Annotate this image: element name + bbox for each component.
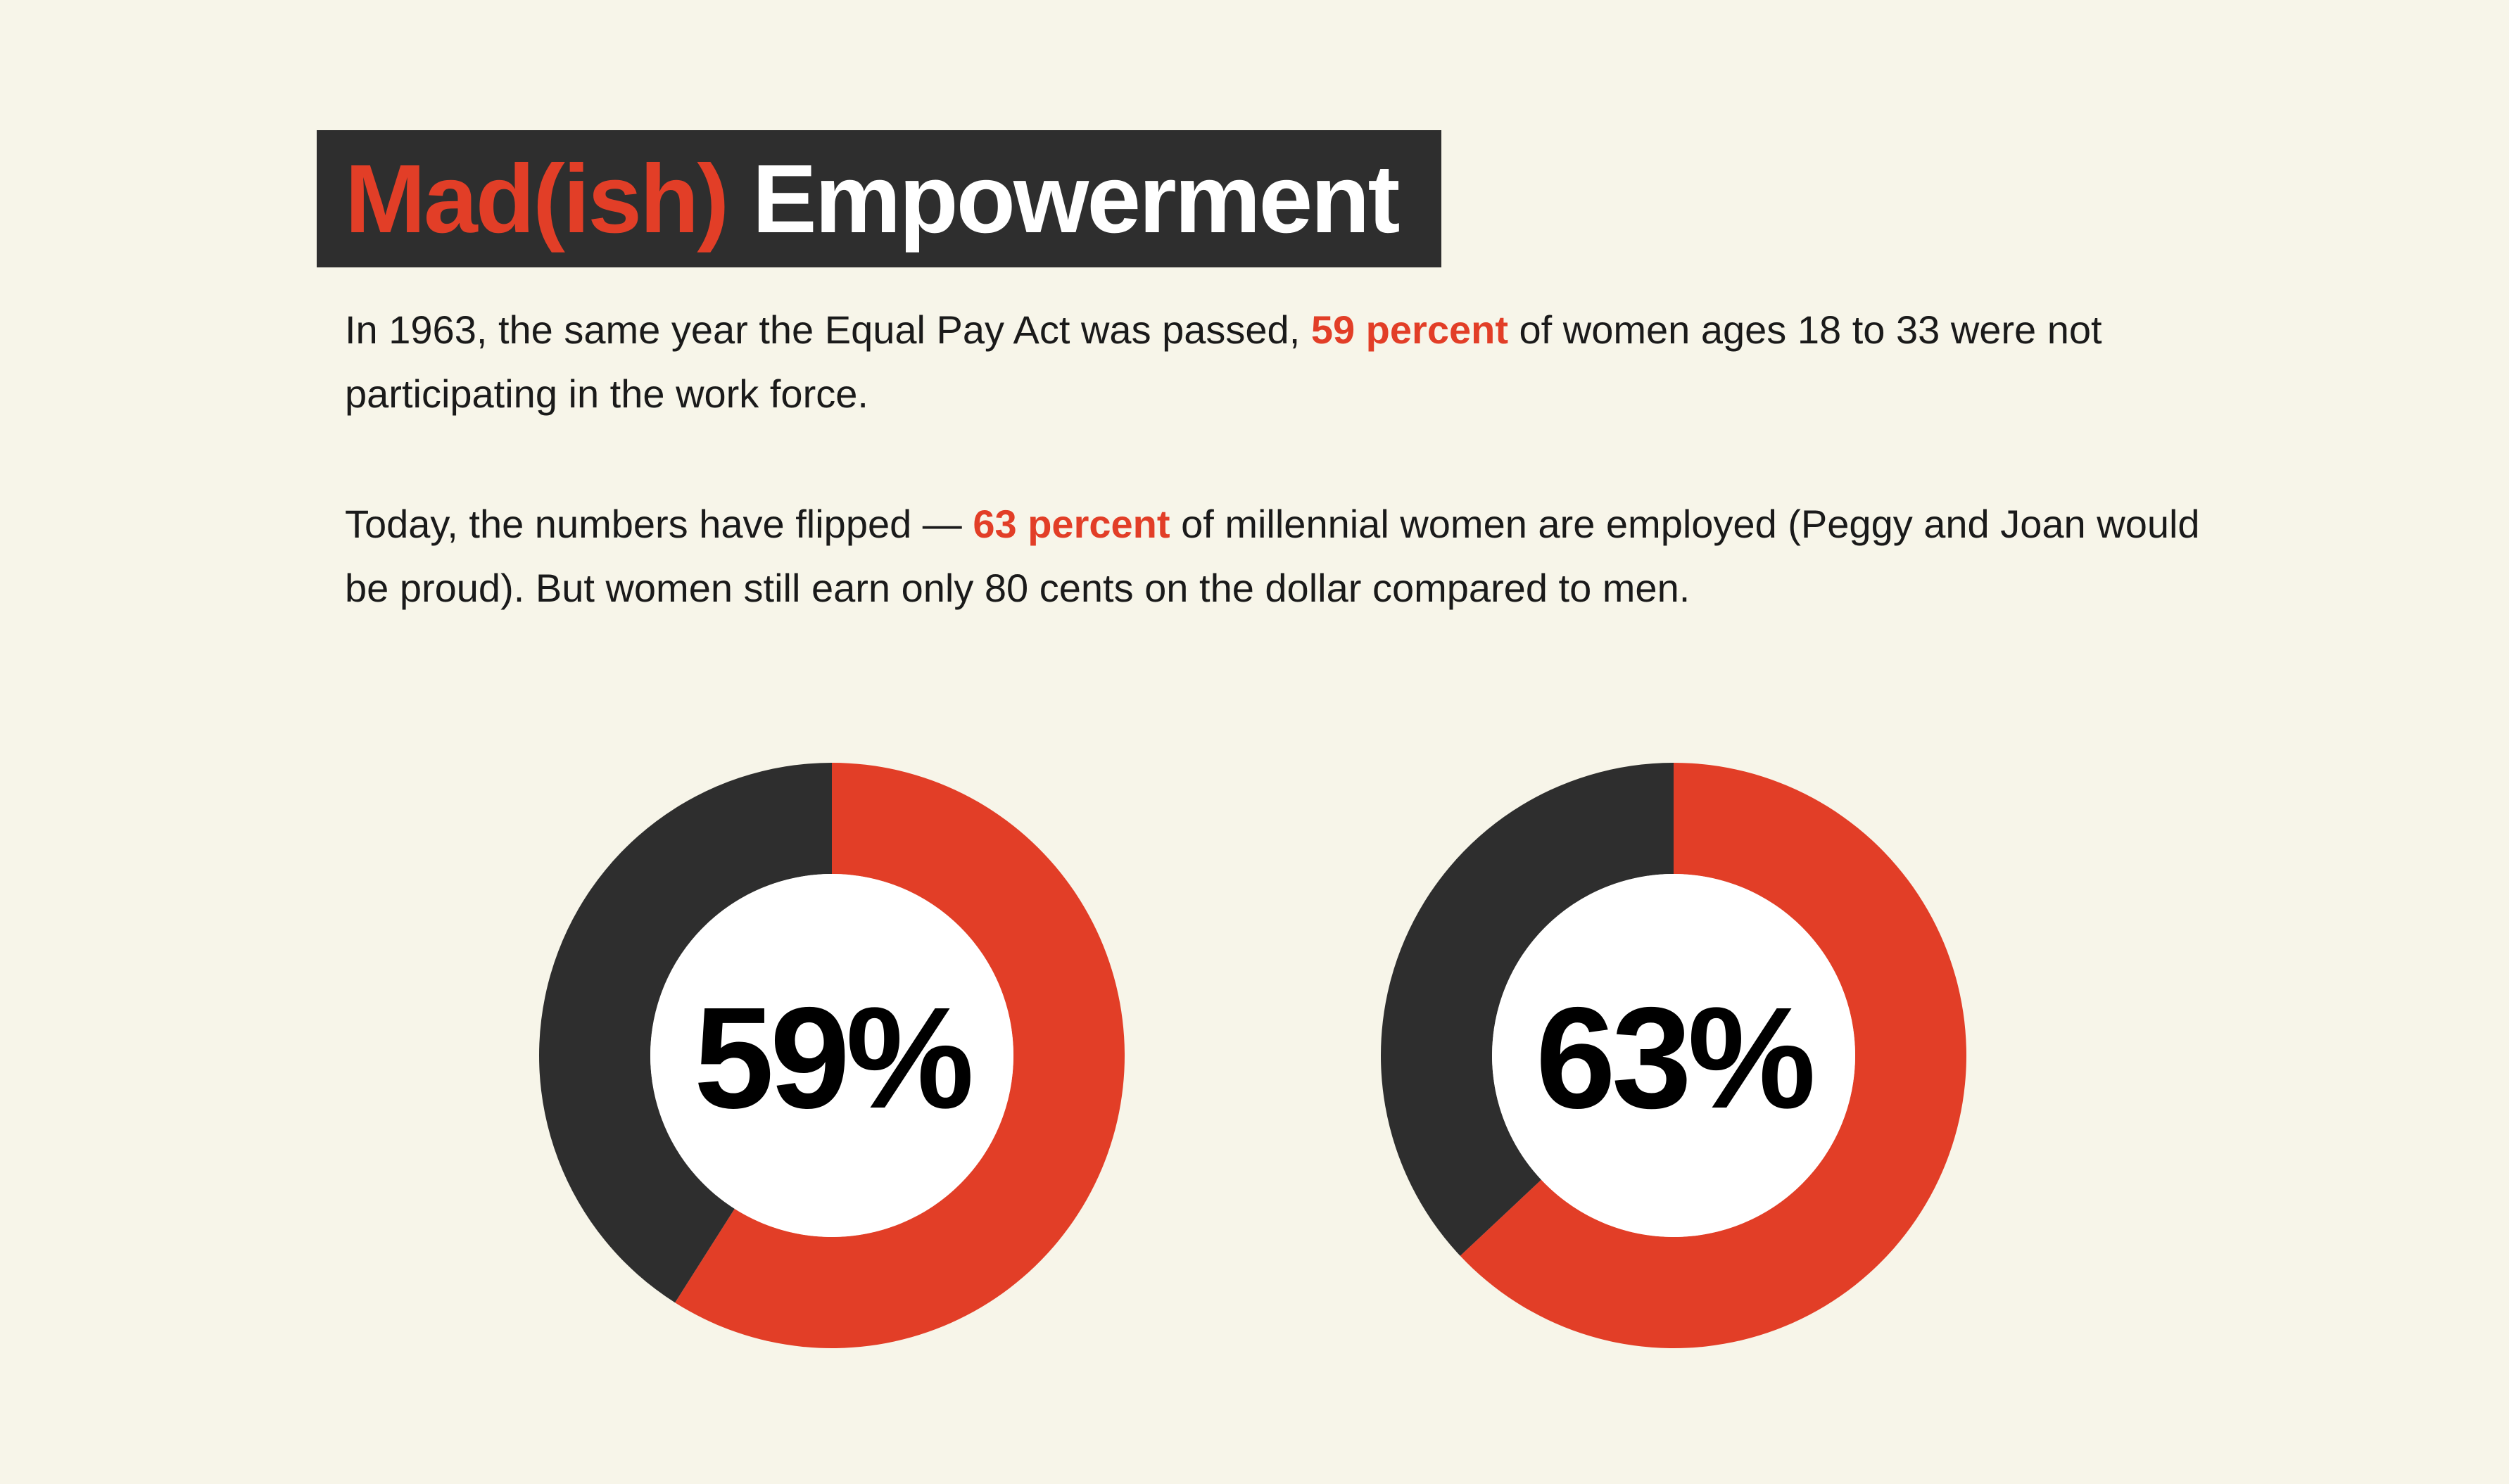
page-title: Mad(ish) Empowerment (317, 130, 1441, 267)
donut-chart-today: 63% (1381, 763, 1966, 1348)
highlight-63-percent: 63 percent (973, 502, 1170, 546)
donut-chart-1963: 59% (539, 763, 1125, 1348)
donut-slice-highlighted (1460, 763, 1966, 1348)
donut-center-label: 63% (1536, 977, 1812, 1139)
intro-paragraph-1963: In 1963, the same year the Equal Pay Act… (345, 298, 2231, 426)
title-main-text: Empowerment (727, 151, 1401, 248)
donut-center-label: 59% (694, 977, 971, 1139)
paragraph-text-after: of millennial women are employed (Peggy … (345, 502, 2200, 610)
paragraph-text-before: In 1963, the same year the Equal Pay Act… (345, 307, 1311, 352)
paragraph-text-after: of women ages 18 to 33 were not particip… (345, 307, 2102, 416)
donut-slice-remainder (539, 763, 832, 1303)
title-main-word: Empowerment (752, 144, 1401, 253)
title-accent-text: Mad(ish) (345, 144, 729, 253)
highlight-59-percent: 59 percent (1310, 307, 1508, 352)
donut-slice-highlighted (675, 763, 1125, 1348)
paragraph-text-before: Today, the numbers have flipped — (345, 502, 973, 546)
intro-paragraph-today: Today, the numbers have flipped — 63 per… (345, 492, 2231, 620)
donut-slice-remainder (1381, 763, 1674, 1256)
donut-center (650, 874, 1013, 1237)
donut-center (1492, 874, 1855, 1237)
